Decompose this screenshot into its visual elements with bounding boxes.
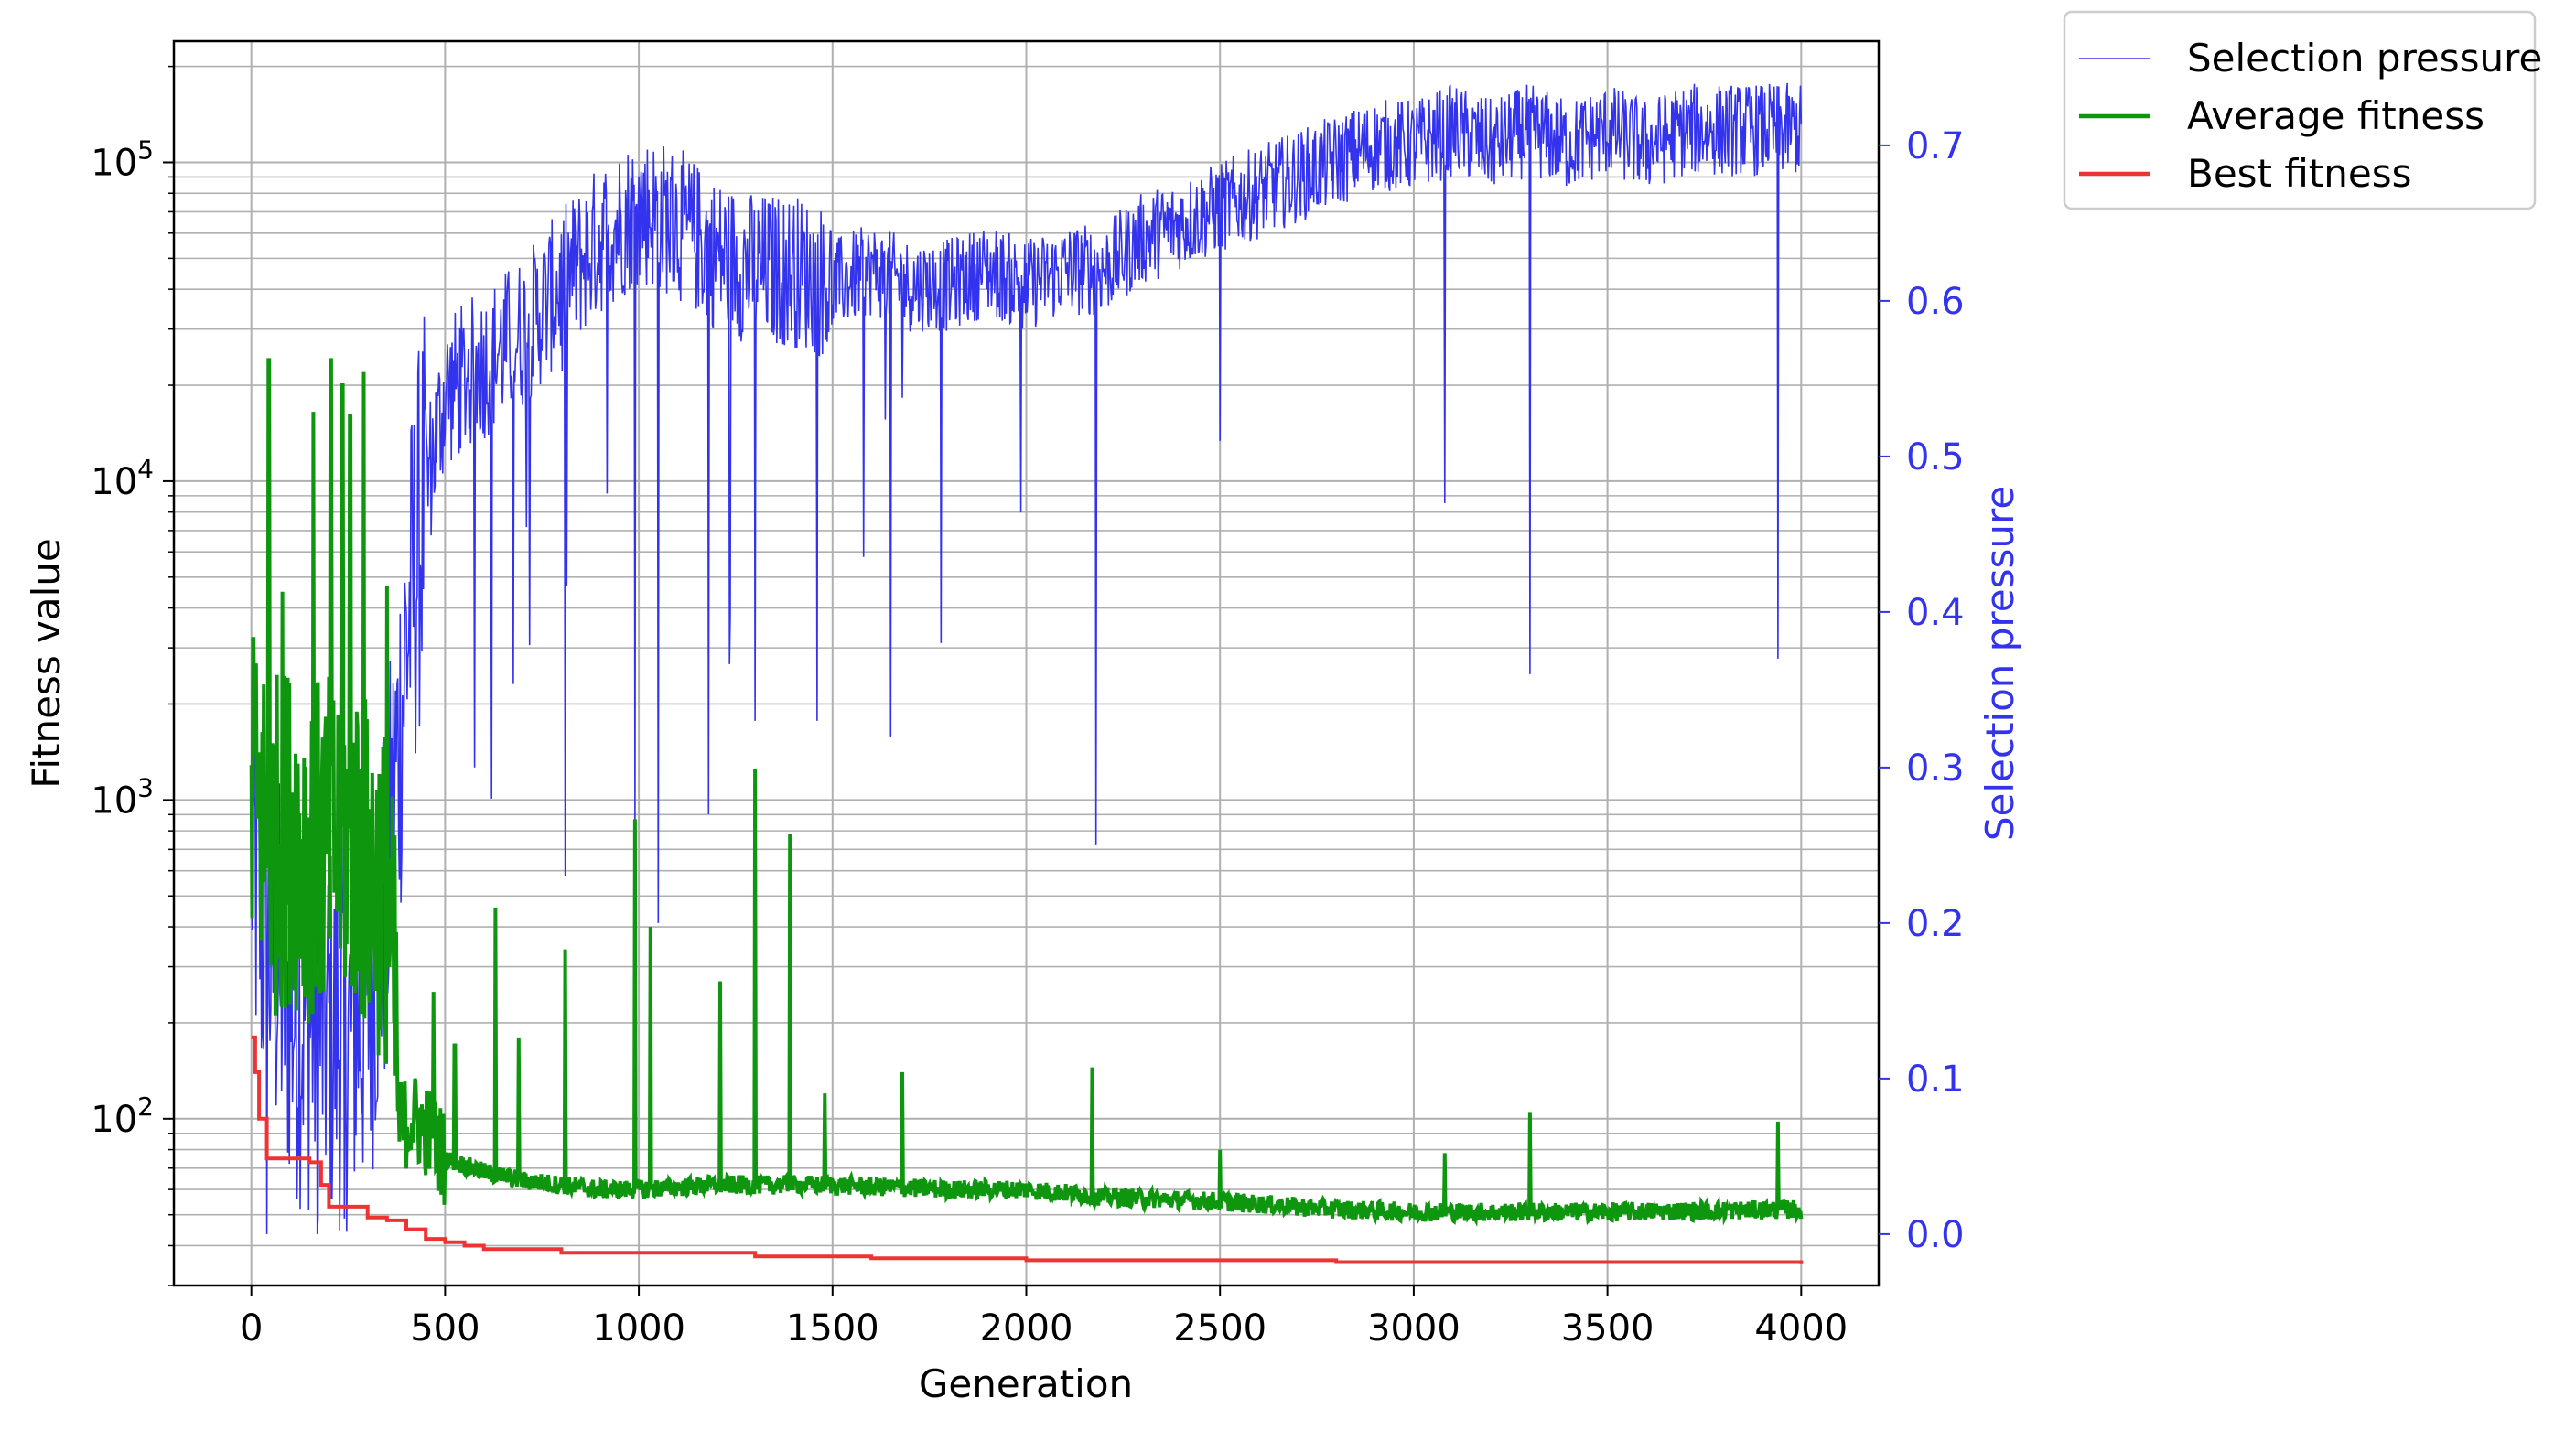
y-right-tick-label: 0.5 [1906, 436, 1965, 478]
y-right-tick-label: 0.4 [1906, 592, 1965, 634]
y-left-axis-label: Fitness value [24, 538, 69, 789]
y-right-tick-label: 0.3 [1906, 747, 1965, 790]
tick-base: 10 [91, 142, 137, 184]
y-right-axis-label: Selection pressure [1978, 486, 2022, 841]
series-line-best-fitness [251, 1035, 1804, 1264]
x-axis-label: Generation [919, 1361, 1133, 1406]
legend: Selection pressure Average fitness Best … [2063, 10, 2542, 210]
y-left-tick-label: 103 [91, 772, 154, 822]
y-left-tick-label: 104 [91, 454, 154, 503]
tick-base: 10 [91, 1099, 137, 1141]
legend-label-selection-pressure: Selection pressure [2187, 36, 2542, 81]
x-tick-label: 1000 [592, 1307, 685, 1349]
x-tick-label: 4000 [1754, 1307, 1848, 1349]
y-right-axis: 0.0 0.1 0.2 0.3 0.4 0.5 0.6 0.7 [1879, 125, 1965, 1256]
x-tick-label: 2000 [980, 1307, 1073, 1349]
y-right-tick-label: 0.2 [1906, 903, 1965, 945]
x-tick-label: 3500 [1561, 1307, 1654, 1349]
series-line-average-fitness [249, 358, 1804, 1227]
y-left-tick-label: 105 [91, 134, 154, 184]
x-tick-label: 2500 [1173, 1307, 1266, 1349]
legend-label-average-fitness: Average fitness [2187, 93, 2484, 138]
y-right-tick-label: 0.1 [1906, 1059, 1965, 1101]
tick-exponent: 5 [137, 134, 154, 165]
y-right-tick-label: 0.0 [1906, 1214, 1965, 1256]
x-tick-label: 1500 [786, 1307, 879, 1349]
tick-exponent: 2 [137, 1091, 154, 1122]
tick-exponent: 4 [137, 454, 154, 484]
y-right-tick-label: 0.7 [1906, 125, 1965, 167]
x-tick-label: 0 [240, 1307, 263, 1349]
y-right-tick-label: 0.6 [1906, 281, 1965, 323]
legend-label-best-fitness: Best fitness [2187, 151, 2412, 196]
legend-box [2063, 10, 2537, 210]
tick-base: 10 [91, 780, 137, 822]
tick-exponent: 3 [137, 772, 154, 802]
series-line-selection-pressure [250, 82, 1803, 1234]
x-axis: 0 500 1000 1500 2000 2500 3000 3500 4000 [240, 1285, 1848, 1349]
tick-base: 10 [91, 461, 137, 503]
series-layer [249, 82, 1804, 1264]
x-tick-label: 3000 [1367, 1307, 1460, 1349]
y-left-tick-label: 102 [91, 1091, 154, 1141]
x-tick-label: 500 [410, 1307, 480, 1349]
